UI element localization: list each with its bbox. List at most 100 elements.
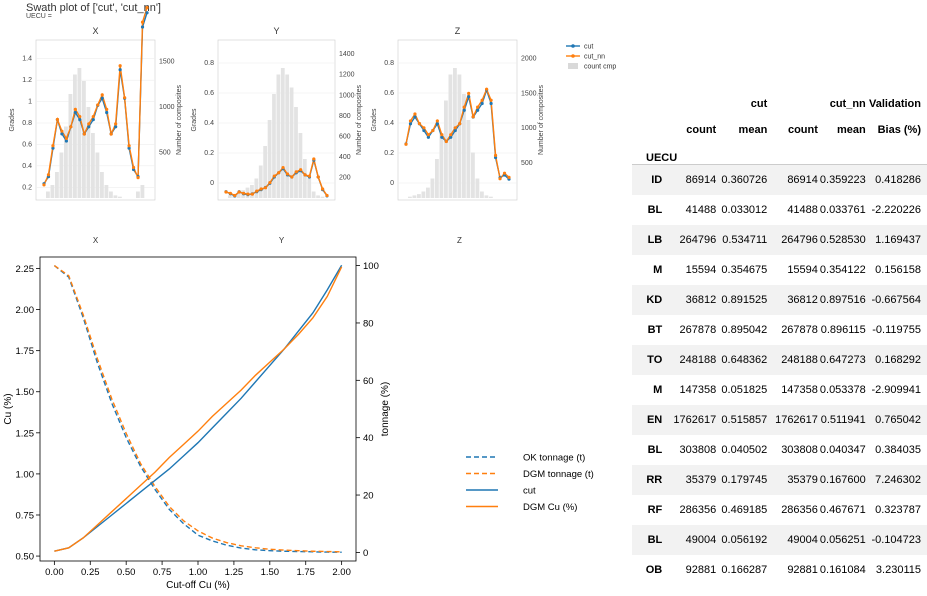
count-bar <box>444 100 448 198</box>
table-cell: 1.169437 <box>865 225 927 255</box>
count-bar <box>73 74 77 198</box>
cut-nn-point <box>259 187 263 191</box>
y2-tick-label: 60 <box>363 376 374 387</box>
y-tick-label: 1.50 <box>16 387 35 398</box>
table-cell: 1762617 <box>666 405 717 435</box>
x-tick-label: 0.25 <box>81 567 100 578</box>
count-bar <box>480 191 484 198</box>
cut-nn-point <box>453 126 457 130</box>
table-cell: 0.056251 <box>817 525 866 555</box>
count-bar <box>316 195 320 198</box>
table-cell: 36812 <box>767 285 818 315</box>
table-cell: 35379 <box>767 465 818 495</box>
count-bar <box>59 152 64 198</box>
table-cell: 0.469185 <box>721 504 768 516</box>
y-axis-label: Cu (%) <box>3 393 14 424</box>
table-cell: 0.384035 <box>875 444 921 456</box>
count-bar <box>307 178 312 198</box>
table-cell: 0.161084 <box>819 564 866 576</box>
cut-nn-point <box>299 168 303 172</box>
bottom-axis-label: Y <box>279 236 285 245</box>
cut-nn-point <box>431 128 435 133</box>
composites-axis-label: Number of composites <box>356 84 363 155</box>
table-cell: -0.667564 <box>865 285 927 315</box>
table-cell: 0.891525 <box>716 285 768 315</box>
grade-tick-label: 0.8 <box>22 120 32 127</box>
count-bar <box>489 196 493 198</box>
row-index: KD <box>632 285 667 315</box>
count-bar <box>412 195 417 198</box>
table-cell: 0.897516 <box>817 285 866 315</box>
cut-point <box>127 146 131 150</box>
grade-tick-label: 0.4 <box>384 120 394 127</box>
count-bar <box>109 191 113 198</box>
grade-tick-label: 0.8 <box>384 60 394 67</box>
count-bar <box>302 159 307 198</box>
cut-point <box>140 25 145 29</box>
cut-nn-point <box>417 122 422 126</box>
table-cell: 264796 <box>767 225 818 255</box>
grade-tick-label: 0.6 <box>22 141 32 148</box>
cutoff-grade-tonnage-chart: 0.00 0.25 0.50 0.75 1.00 1.25 1.50 1.75 2.00 0.50… <box>3 256 594 591</box>
cut-nn-point <box>69 125 73 129</box>
table-cell: 264796 <box>666 225 717 255</box>
cut-nn-point <box>250 192 254 196</box>
series-line-cut <box>54 264 343 552</box>
x-tick-label: 0.50 <box>117 567 136 578</box>
count-bar <box>457 74 462 198</box>
table-body: ID 86914 0.360726 86914 0.359223 0.418286 BL 41… <box>632 164 927 586</box>
cut-point <box>105 110 109 115</box>
y-tick-label: 0.75 <box>16 510 35 521</box>
legend-label: DGM tonnage (t) <box>523 469 594 480</box>
cut-nn-point <box>489 98 493 102</box>
table-cell: 41488 <box>787 204 818 216</box>
table-row: BL 303808 0.040502 303808 0.040347 0.384035 <box>632 435 927 465</box>
cut-point <box>118 68 122 72</box>
count-bar <box>136 191 140 198</box>
count-bar <box>426 187 430 198</box>
count-bar <box>258 165 263 198</box>
validation-table: cut cut_nn Validation count mean count m… <box>632 84 927 585</box>
cut-point <box>480 101 484 106</box>
cut-point <box>476 108 480 112</box>
swath-plot-subtitle: UECU = <box>26 13 52 20</box>
bottom-axis-label: X <box>93 236 99 245</box>
cut-nn-point <box>462 105 466 109</box>
count-bar <box>435 159 439 198</box>
cut-nn-point <box>263 186 268 190</box>
table-cell: 15594 <box>685 264 717 276</box>
cut-point <box>467 95 471 99</box>
count-bar <box>430 178 435 198</box>
count-bar <box>272 94 276 198</box>
cut-nn-point <box>96 103 100 107</box>
table-cell: 3.230115 <box>875 564 921 576</box>
cut-nn-point <box>233 193 237 198</box>
plot-frame <box>39 256 357 562</box>
count-bar <box>263 146 268 198</box>
cut-nn-point <box>307 174 312 178</box>
table-cell: -0.119755 <box>872 324 921 336</box>
table-cell: -2.909941 <box>871 384 921 396</box>
table-row: RR 35379 0.179745 35379 0.167600 7.246302 <box>632 465 927 495</box>
composites-axis-label: Number of composites <box>176 84 183 155</box>
count-bar <box>55 172 59 198</box>
count-bar <box>77 68 82 198</box>
count-tick-label: 1500 <box>159 59 175 66</box>
table-cell: 0.360726 <box>716 164 768 195</box>
count-tick-label: 1000 <box>339 92 355 99</box>
column-header: count <box>787 124 818 136</box>
group-header-cut: cut <box>750 98 768 110</box>
table-cell: -0.104723 <box>865 525 927 555</box>
cut-nn-point <box>46 173 51 177</box>
column-header: mean <box>837 124 866 136</box>
count-bar <box>280 68 285 198</box>
cut-point <box>462 108 466 112</box>
y-tick-label: 1.25 <box>16 428 35 439</box>
table-cell: 0.354122 <box>819 264 866 276</box>
count-tick-label: 500 <box>521 160 533 167</box>
cut-nn-point <box>131 165 136 170</box>
cut-nn-point <box>321 187 325 191</box>
cut-nn-point <box>449 133 453 137</box>
count-tick-label: 600 <box>339 133 351 140</box>
row-index: ID <box>632 164 667 195</box>
